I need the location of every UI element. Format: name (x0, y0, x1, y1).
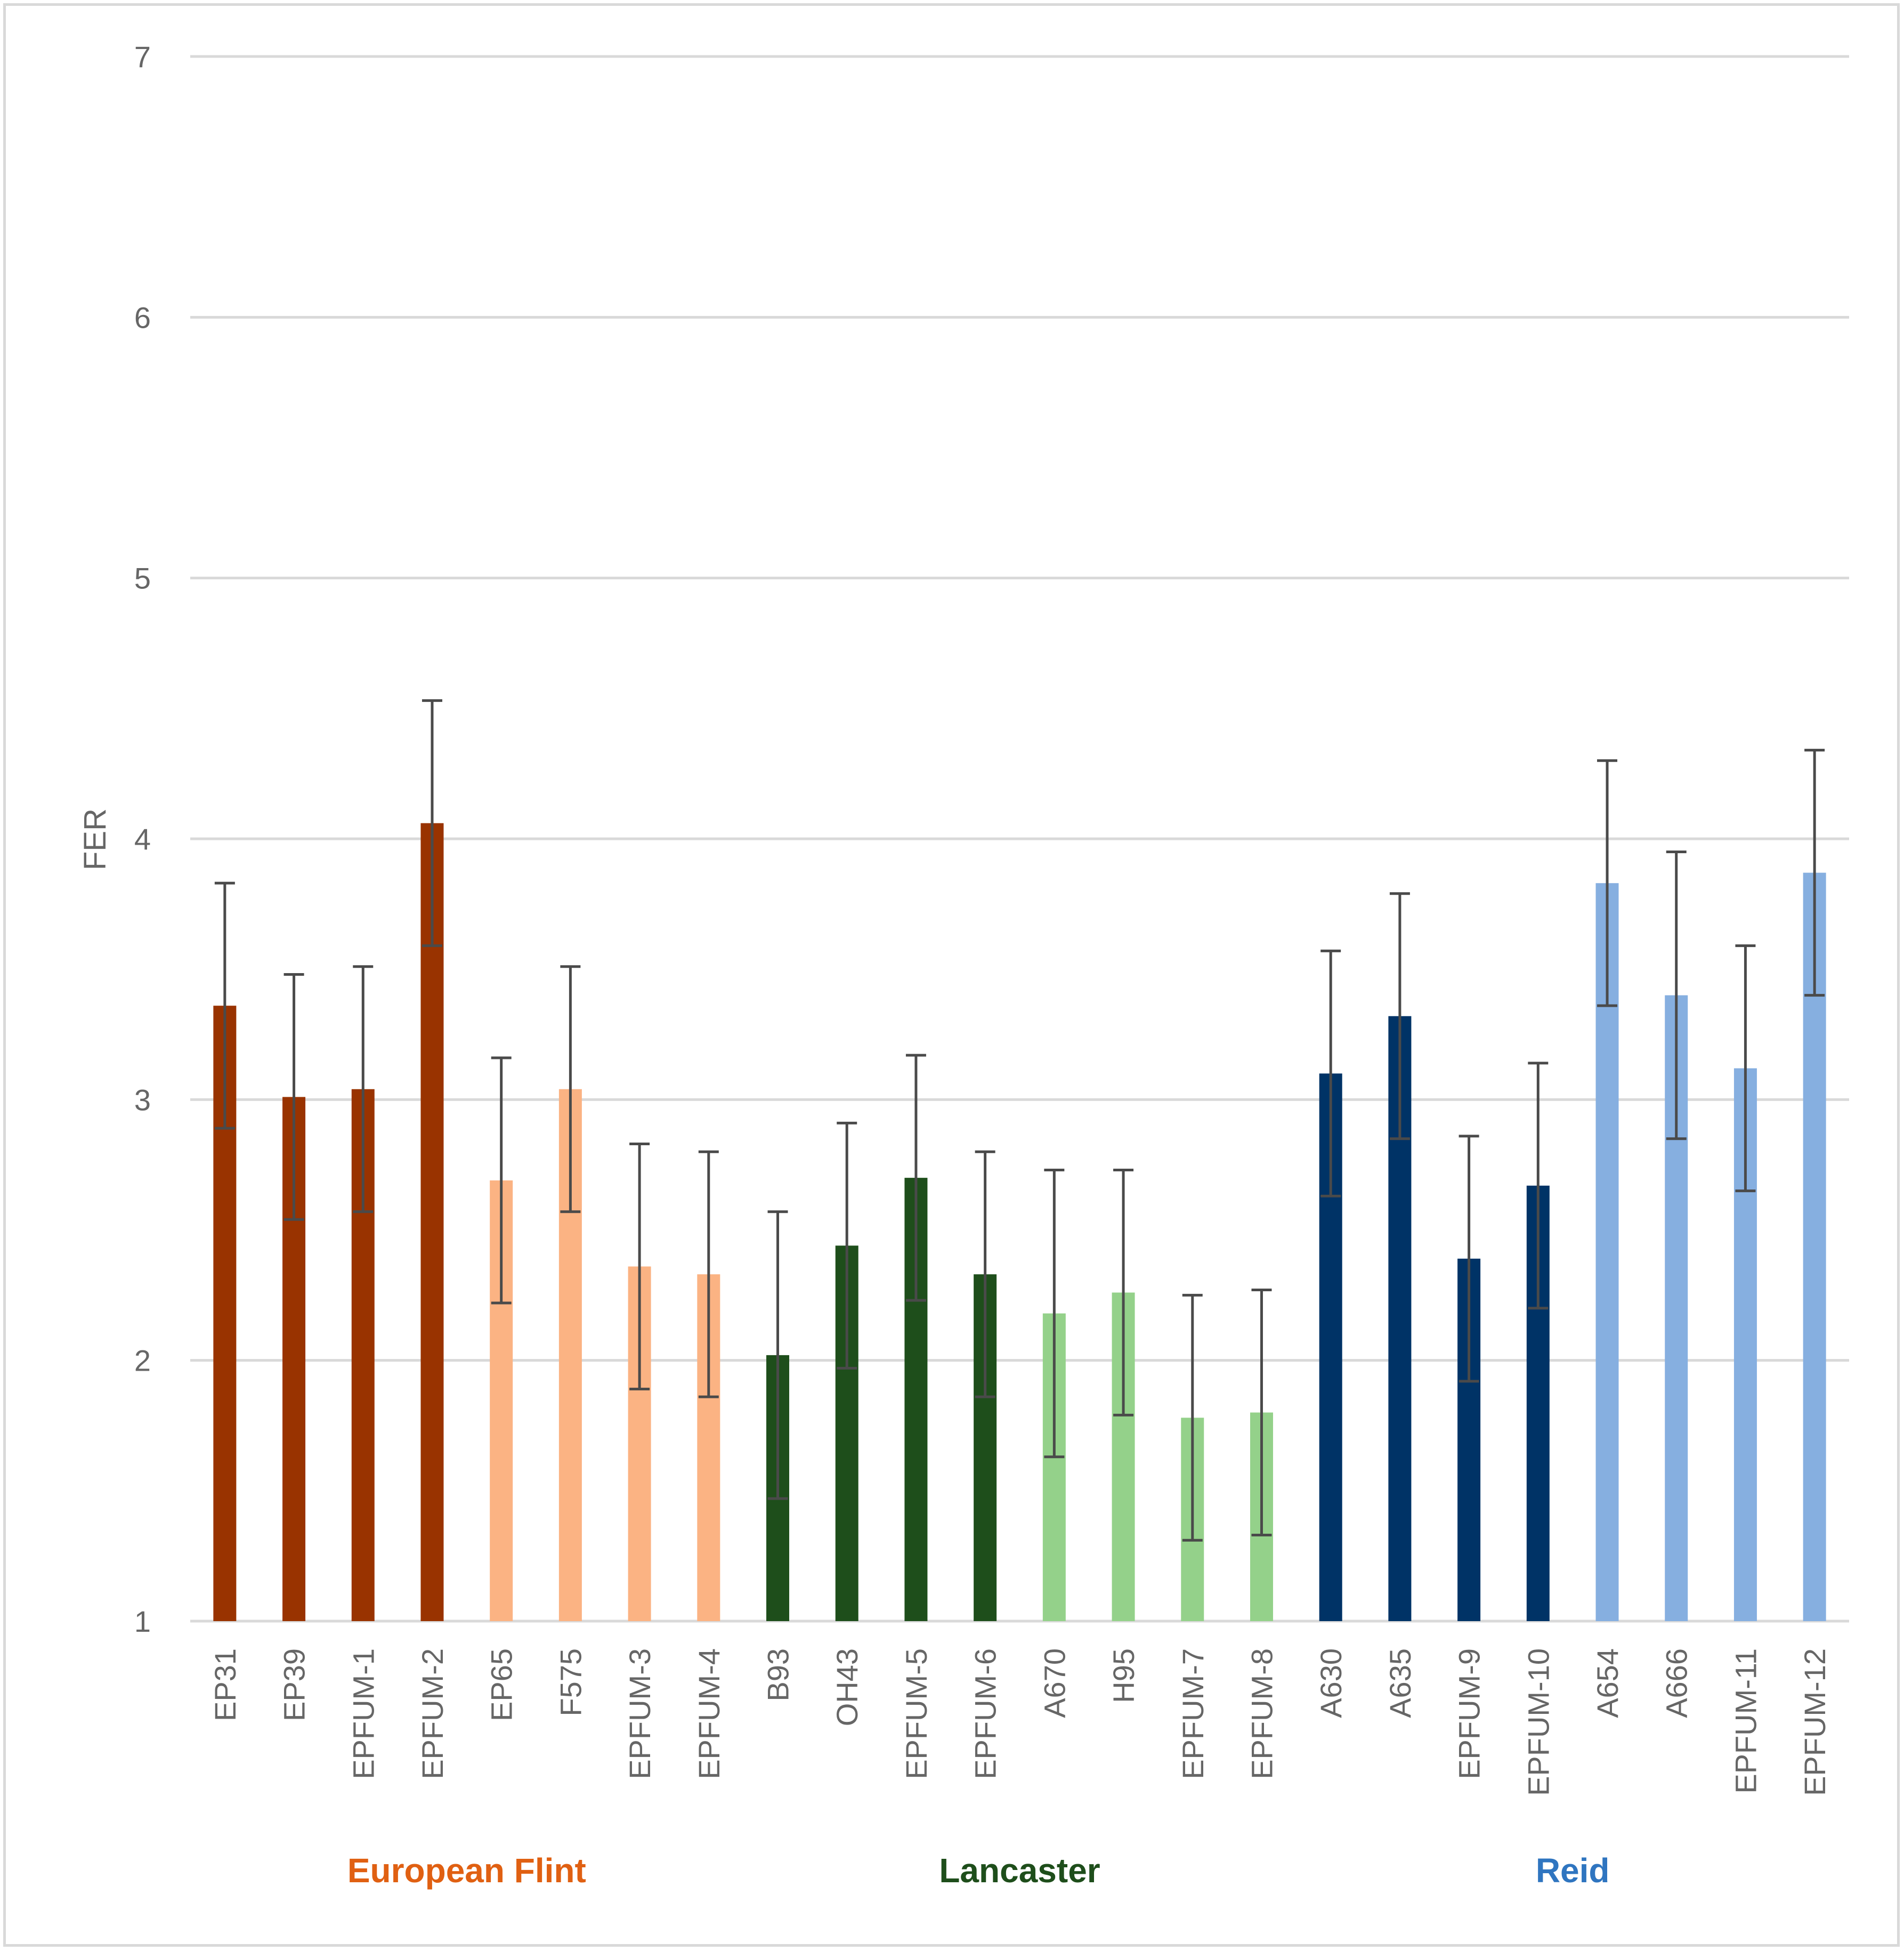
y-tick-label: 1 (134, 1605, 151, 1638)
error-bar (1666, 850, 1687, 1140)
x-tick-label: EPFUM-9 (1453, 1648, 1486, 1779)
error-bar (837, 1121, 857, 1370)
x-tick-label: OH43 (830, 1648, 864, 1726)
x-tick-label: EPFUM-2 (416, 1648, 449, 1779)
y-tick-label: 2 (134, 1344, 151, 1378)
x-tick-label: A670 (1038, 1648, 1071, 1718)
x-tick-label: EP39 (278, 1648, 311, 1721)
x-tick-label: H95 (1107, 1648, 1140, 1703)
bar (1803, 872, 1826, 1621)
x-tick-label: EPFUM-3 (623, 1648, 657, 1779)
error-bar (353, 965, 374, 1213)
error-bar (1251, 1289, 1272, 1537)
x-tick-label: EPFUM-1 (346, 1648, 380, 1779)
error-bar (1044, 1168, 1065, 1459)
error-bar (560, 965, 581, 1213)
gridlines (190, 55, 1849, 1623)
error-bars (214, 699, 1825, 1542)
x-tick-label: EPFUM-6 (969, 1648, 1002, 1779)
group-label: European Flint (347, 1851, 586, 1890)
x-tick-label: A635 (1383, 1648, 1417, 1718)
error-bar (1804, 749, 1825, 997)
y-tick-label: 6 (134, 301, 151, 334)
x-tick-label: EPFUM-7 (1176, 1648, 1210, 1779)
x-tick-label: A630 (1314, 1648, 1348, 1718)
y-tick-label: 7 (134, 40, 151, 74)
error-bar (767, 1210, 788, 1500)
error-bar (698, 1150, 719, 1398)
error-bar (1528, 1062, 1549, 1310)
error-bar (905, 1054, 926, 1302)
x-tick-label: A654 (1591, 1648, 1624, 1718)
x-tick-label: EPFUM-10 (1521, 1648, 1555, 1796)
y-tick-label: 4 (134, 822, 151, 856)
x-tick-label: EP65 (485, 1648, 518, 1721)
error-bar (422, 699, 442, 948)
chart-frame (3, 3, 1900, 1947)
error-bar (1459, 1135, 1479, 1383)
error-bar (629, 1143, 650, 1390)
x-tick-labels: EP31 EP39 EPFUM-1 EPFUM-2 EP65 F575 EPFUM-3 EPF… (208, 1648, 1832, 1796)
y-tick-label: 3 (134, 1083, 151, 1116)
x-tick-label: EPFUM-5 (900, 1648, 933, 1779)
error-bar (1113, 1168, 1134, 1416)
x-tick-label: B93 (761, 1648, 795, 1702)
group-label: Reid (1536, 1851, 1610, 1890)
x-tick-label: EPFUM-12 (1798, 1648, 1832, 1796)
error-bar (214, 881, 235, 1130)
error-bar (975, 1150, 995, 1398)
x-tick-label: A666 (1660, 1648, 1694, 1718)
group-labels: European Flint Lancaster Reid (347, 1851, 1610, 1890)
error-bar (283, 973, 304, 1221)
error-bar (1597, 759, 1618, 1007)
y-tick-labels: 1 2 3 4 5 6 7 (134, 40, 151, 1638)
y-tick-label: 5 (134, 562, 151, 595)
error-bar (1182, 1293, 1203, 1542)
y-axis-label: FER (78, 808, 112, 870)
bars (213, 823, 1826, 1621)
x-tick-label: EP31 (208, 1648, 242, 1721)
error-bar (491, 1056, 512, 1305)
x-tick-label: EPFUM-11 (1729, 1648, 1762, 1794)
error-bar (1389, 892, 1410, 1140)
error-bar (1320, 949, 1341, 1197)
x-tick-label: EPFUM-4 (692, 1648, 726, 1779)
group-label: Lancaster (939, 1851, 1100, 1890)
bar (420, 823, 444, 1621)
x-tick-label: EPFUM-8 (1245, 1648, 1278, 1779)
x-tick-label: F575 (554, 1648, 587, 1717)
error-bar (1735, 944, 1756, 1193)
